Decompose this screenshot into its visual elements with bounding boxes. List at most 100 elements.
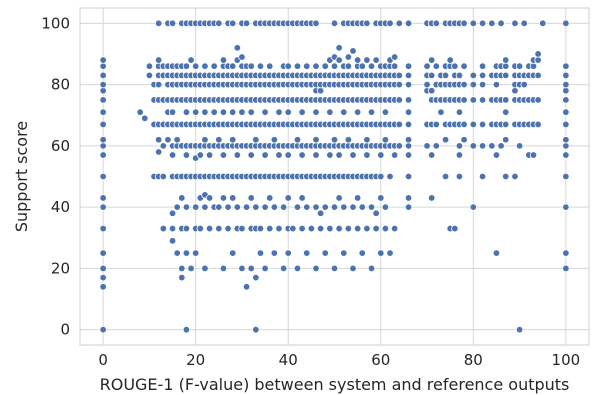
data-point — [196, 224, 205, 233]
x-tick-label: 0 — [98, 351, 108, 369]
x-tick-label: 20 — [186, 351, 205, 369]
y-tick-labels: 0 20 40 60 80 100 — [41, 14, 70, 338]
data-point — [201, 108, 209, 116]
data-point — [233, 203, 242, 211]
data-point — [562, 203, 570, 211]
data-point — [395, 19, 403, 28]
x-axis-label: ROUGE-1 (F-value) between system and ref… — [100, 375, 570, 394]
data-point — [395, 80, 403, 89]
data-point — [99, 151, 107, 159]
data-point — [99, 325, 107, 334]
data-point — [529, 151, 538, 159]
data-point — [353, 194, 362, 202]
data-point — [455, 172, 464, 181]
data-point — [219, 108, 228, 116]
data-point — [344, 136, 353, 144]
data-point — [279, 203, 288, 211]
data-point — [478, 19, 487, 28]
data-point — [205, 151, 214, 159]
data-point — [191, 249, 200, 257]
data-point — [488, 19, 496, 28]
data-point — [266, 62, 274, 70]
data-point — [335, 151, 343, 159]
data-point — [145, 62, 154, 70]
data-point — [205, 224, 214, 233]
data-point — [390, 62, 399, 70]
data-point — [187, 264, 195, 273]
data-point — [99, 136, 107, 144]
data-point — [460, 62, 468, 70]
data-point — [228, 62, 237, 70]
data-point — [238, 224, 246, 233]
data-point — [534, 50, 542, 58]
data-point — [191, 203, 200, 211]
data-point — [478, 71, 487, 80]
data-point — [441, 71, 450, 80]
data-point — [404, 194, 413, 202]
data-point — [511, 172, 519, 181]
data-point — [395, 71, 403, 80]
data-point — [395, 142, 403, 150]
data-point — [247, 264, 255, 273]
data-point — [441, 172, 450, 181]
data-point — [492, 151, 501, 159]
data-point — [247, 151, 255, 159]
x-tick-label: 100 — [552, 351, 581, 369]
data-point — [344, 62, 353, 70]
data-point — [330, 203, 339, 211]
data-points — [99, 19, 570, 334]
data-point — [201, 136, 209, 144]
data-point — [270, 203, 279, 211]
data-point — [238, 264, 246, 273]
data-point — [395, 120, 403, 129]
data-point — [377, 249, 385, 257]
data-point — [469, 19, 478, 28]
data-point — [427, 87, 436, 95]
data-point — [298, 151, 306, 159]
data-point — [99, 194, 107, 202]
data-point — [168, 108, 177, 116]
data-point — [497, 19, 505, 28]
data-point — [367, 62, 376, 70]
data-point — [404, 96, 413, 104]
data-point — [534, 56, 542, 64]
data-point — [99, 172, 107, 181]
data-point — [386, 19, 394, 28]
data-point — [316, 87, 325, 95]
data-point — [136, 108, 144, 116]
data-point — [270, 249, 279, 257]
data-point — [312, 136, 320, 144]
data-point — [154, 19, 163, 28]
data-point — [451, 224, 459, 233]
data-point — [293, 62, 302, 70]
data-point — [427, 56, 436, 64]
data-point — [99, 71, 107, 80]
data-point — [404, 136, 413, 144]
data-point — [377, 194, 385, 202]
data-point — [256, 62, 265, 70]
data-point — [293, 203, 302, 211]
data-point — [335, 224, 343, 233]
data-point — [196, 151, 205, 159]
data-point — [252, 325, 260, 334]
data-point — [340, 249, 348, 257]
data-point — [562, 142, 570, 150]
data-point — [335, 56, 343, 64]
data-point — [205, 194, 214, 202]
data-point — [99, 264, 107, 273]
data-point — [266, 224, 274, 233]
data-point — [182, 249, 191, 257]
data-point — [455, 71, 464, 80]
data-point — [478, 172, 487, 181]
data-point — [238, 53, 246, 61]
data-point — [238, 108, 246, 116]
data-point — [266, 194, 274, 202]
data-point — [182, 224, 191, 233]
data-point — [478, 142, 487, 150]
data-point — [381, 136, 390, 144]
data-point — [159, 142, 167, 150]
data-point — [284, 62, 292, 70]
data-point — [562, 249, 570, 257]
y-tick-label: 80 — [51, 76, 70, 94]
y-tick-label: 60 — [51, 137, 70, 155]
